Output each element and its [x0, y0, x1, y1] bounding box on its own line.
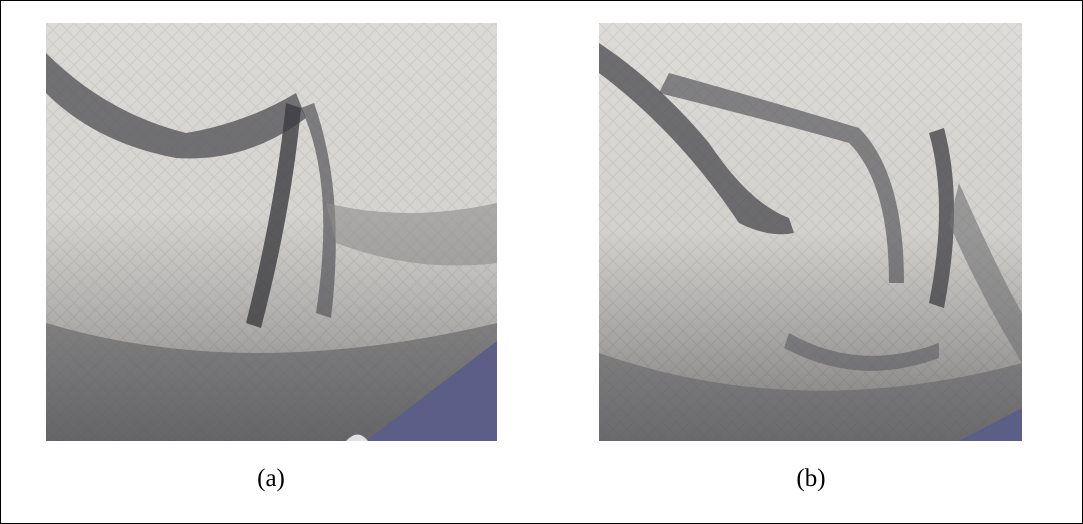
caption-b: (b) — [751, 465, 871, 493]
mesh-render-b — [599, 23, 1022, 441]
caption-a: (a) — [211, 465, 331, 493]
mesh-render-a — [46, 23, 497, 441]
figure-frame: (a) (b) — [0, 0, 1083, 524]
page: (a) (b) (() => { const data = JSON.parse… — [0, 0, 1083, 524]
